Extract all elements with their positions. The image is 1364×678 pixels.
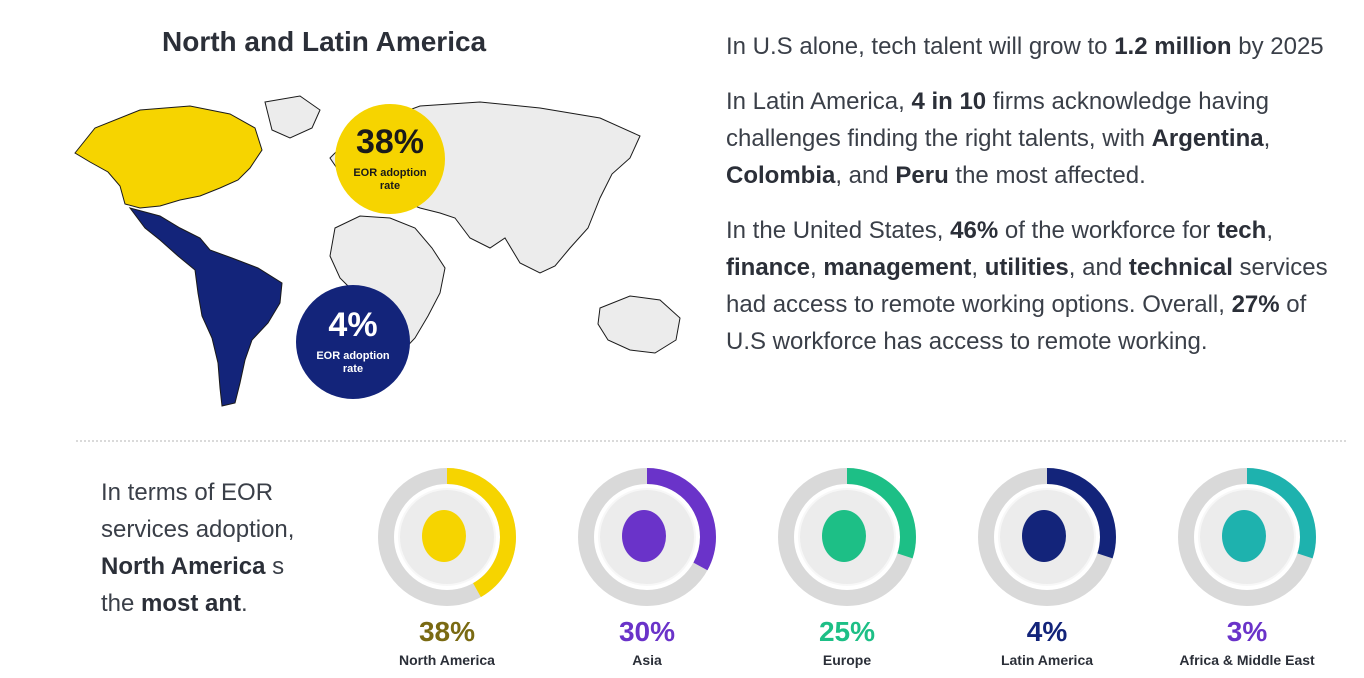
ring-progress (578, 468, 716, 606)
north-america-adoption-label: EOR adoption rate (353, 166, 427, 192)
highlighted-region (422, 510, 466, 562)
highlighted-region (822, 510, 866, 562)
text-run: In U.S alone, tech talent will grow to (726, 33, 1115, 60)
text-run: services had access to remote working op… (726, 254, 1328, 318)
text-run: In Latin America, (726, 88, 912, 115)
region-stat: 38% North America (357, 466, 537, 668)
fact-paragraph: In Latin America, 4 in 10 firms acknowle… (726, 83, 1346, 194)
region-stat: 4% Latin America (957, 466, 1137, 668)
text-run: , and (1068, 254, 1129, 281)
greenland-landmass (264, 95, 321, 139)
fact-paragraph: In the United States, 46% of the workfor… (726, 212, 1346, 360)
ring-progress (378, 468, 516, 606)
adoption-summary: In terms of EOR services adoption, North… (101, 474, 321, 622)
region-stat: 3% Africa & Middle East (1157, 466, 1337, 668)
region-name: Latin America (1000, 652, 1094, 668)
bold-text: utilities (984, 254, 1069, 281)
text-run: the most affected. (948, 162, 1146, 189)
highlighted-region (622, 510, 666, 562)
fact-paragraph: In U.S alone, tech talent will grow to 1… (726, 28, 1346, 65)
latin-america-adoption-bubble: 4% EOR adoption rate (296, 285, 410, 399)
bold-text: Colombia (726, 162, 836, 189)
region-percent: 30% (618, 616, 676, 647)
section-divider (76, 440, 1346, 442)
text-run: , and (835, 162, 896, 189)
bold-text: North America (101, 553, 266, 580)
text-run: , (1263, 125, 1271, 152)
text-run: firms acknowledge having challenges find… (726, 88, 1269, 152)
asia-globe-icon (578, 468, 716, 606)
bold-text: finance (726, 254, 811, 281)
text-run: , (1266, 217, 1273, 244)
north-america-adoption-percent: 38% (355, 122, 425, 161)
latin-america-landmass (128, 207, 283, 407)
region-percent: 25% (818, 616, 876, 647)
bold-text: 27% (1231, 291, 1280, 318)
north-america-landmass (74, 105, 263, 209)
bold-text: Argentina (1151, 125, 1264, 152)
region-name: North America (399, 652, 495, 668)
highlighted-region (1222, 510, 1266, 562)
region-stat: 30% Asia (557, 466, 737, 668)
bold-text: 4 in 10 (911, 88, 987, 115)
text-run: s the (101, 553, 285, 617)
text-run: , (810, 254, 824, 281)
bold-text: technical (1128, 254, 1233, 281)
ring-progress (978, 468, 1116, 606)
text-run: In the United States, (726, 217, 951, 244)
bold-text: Peru (895, 162, 949, 189)
africa-middle-east-globe-icon (1178, 468, 1316, 606)
latin-america-globe-icon (978, 468, 1116, 606)
text-run: by 2025 (1231, 33, 1324, 60)
text-run: . (241, 590, 248, 617)
page-title: North and Latin America (162, 26, 487, 57)
region-stat: 25% Europe (757, 466, 937, 668)
text-run: of U.S workforce has access to remote wo… (726, 291, 1307, 355)
region-percent: 4% (1026, 616, 1068, 647)
north-america-globe-icon (378, 468, 516, 606)
bold-text: management (823, 254, 972, 281)
bold-text: 46% (950, 217, 999, 244)
latin-america-adoption-label: EOR adoption rate (316, 349, 390, 375)
text-run: , (971, 254, 985, 281)
region-percent: 38% (418, 616, 476, 647)
bold-text: tech (1216, 217, 1267, 244)
region-name: Africa & Middle East (1179, 652, 1315, 668)
region-name: Europe (822, 652, 872, 668)
facts-panel: In U.S alone, tech talent will grow to 1… (726, 28, 1346, 378)
europe-globe-icon (778, 468, 916, 606)
bold-text: ant (205, 590, 242, 617)
bold-text: most (141, 590, 199, 617)
text-run: In terms of EOR services adoption, (101, 479, 295, 543)
north-america-adoption-bubble: 38% EOR adoption rate (335, 104, 445, 214)
bold-text: 1.2 million (1114, 33, 1232, 60)
highlighted-region (1022, 510, 1066, 562)
text-run: of the workforce for (998, 217, 1217, 244)
australia-landmass (597, 295, 681, 354)
ring-progress (778, 468, 916, 606)
latin-america-adoption-percent: 4% (328, 305, 378, 344)
region-name: Asia (632, 652, 662, 668)
ring-progress (1178, 468, 1316, 606)
region-percent: 3% (1226, 616, 1268, 647)
